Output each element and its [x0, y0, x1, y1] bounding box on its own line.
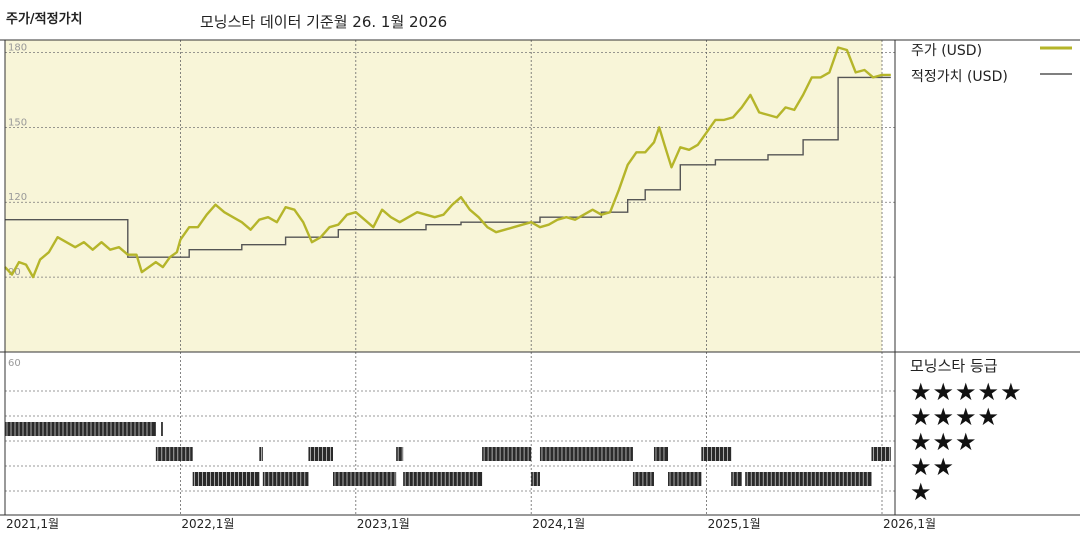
x-tick-label: 2022,1월	[181, 517, 234, 531]
star-row-2: ★★	[910, 453, 956, 481]
x-tick-label: 2024,1월	[532, 517, 585, 531]
y-tick-label: 150	[8, 117, 27, 128]
rating-bar	[668, 472, 702, 486]
rating-panel-title: 모닝스타 등급	[910, 357, 998, 375]
legend-price-label: 주가 (USD)	[911, 43, 983, 59]
star-row-4: ★★★★	[910, 403, 1001, 431]
rating-bar	[701, 447, 732, 461]
rating-bar	[745, 472, 872, 486]
rating-y-tick-label: 60	[8, 358, 21, 369]
y-tick-label: 120	[8, 192, 27, 203]
x-tick-label: 2026,1월	[883, 517, 936, 531]
rating-bar	[332, 472, 397, 486]
legend-fair-value-label: 적정가치 (USD)	[911, 69, 1008, 85]
star-row-5: ★★★★★	[910, 378, 1023, 406]
star-row-3: ★★★	[910, 428, 978, 456]
x-tick-label: 2025,1월	[708, 517, 761, 531]
rating-bar	[871, 447, 891, 461]
rating-bar	[161, 422, 163, 436]
rating-bar	[653, 447, 669, 461]
price-line	[4, 46, 891, 279]
rating-bar	[308, 447, 333, 461]
rating-bar	[403, 472, 483, 486]
star-row-1: ★	[910, 478, 933, 506]
chart-title: 주가/적정가치	[6, 12, 83, 27]
rating-bar	[731, 472, 742, 486]
plot-background-tail	[882, 40, 895, 352]
chart-subtitle: 모닝스타 데이터 기준월 26. 1월 2026	[200, 13, 448, 31]
rating-bar	[262, 472, 309, 486]
rating-bar	[482, 447, 532, 461]
x-tick-label: 2023,1월	[357, 517, 410, 531]
rating-bar	[155, 447, 193, 461]
x-tick-label: 2021,1월	[6, 517, 59, 531]
rating-bar	[5, 422, 156, 436]
rating-bar	[396, 447, 404, 461]
rating-bar	[632, 472, 654, 486]
rating-bar	[531, 472, 540, 486]
plot-background	[5, 40, 882, 352]
fair-value-line	[5, 76, 891, 258]
y-tick-label: 180	[8, 42, 27, 53]
